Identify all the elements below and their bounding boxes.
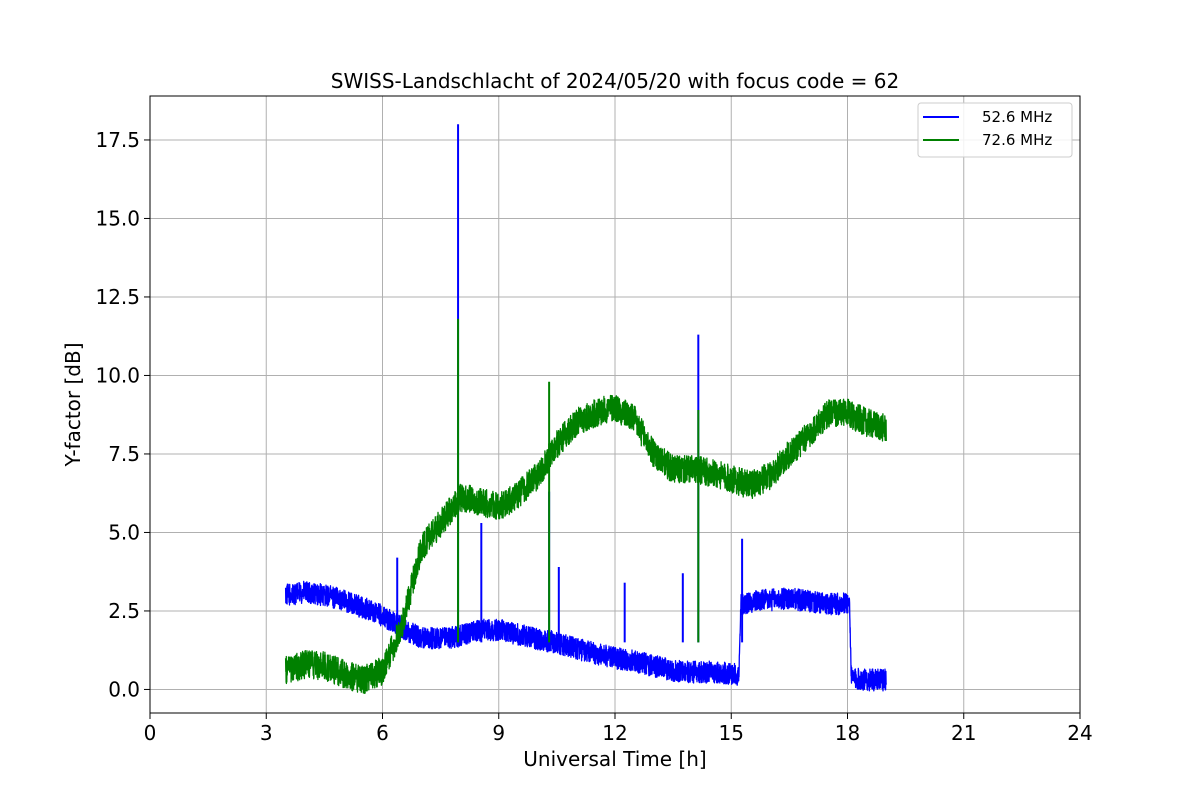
y-tick-label: 2.5 [108, 599, 140, 623]
legend-label-72mhz: 72.6 MHz [982, 131, 1052, 149]
y-tick-label: 0.0 [108, 677, 140, 701]
y-tick-label: 5.0 [108, 520, 140, 544]
series-1 [284, 318, 887, 695]
y-tick-label: 12.5 [95, 285, 140, 309]
legend-label-52mhz: 52.6 MHz [982, 108, 1052, 126]
x-tick-label: 0 [144, 721, 157, 745]
x-tick-label: 3 [260, 721, 273, 745]
series-line-1 [284, 394, 887, 695]
x-tick-label: 12 [602, 721, 627, 745]
x-tick-label: 9 [492, 721, 505, 745]
axis-ticks: 0 3 6 9 12 15 18 21 24 0.0 2.5 5.0 7.5 10.0 12.5 15.0 17… [95, 128, 1092, 745]
legend: 52.6 MHz 72.6 MHz [917, 102, 1073, 158]
x-tick-label: 15 [719, 721, 744, 745]
series-line-0 [284, 580, 887, 692]
x-tick-label: 24 [1067, 721, 1092, 745]
y-tick-label: 7.5 [108, 442, 140, 466]
y-tick-label: 15.0 [95, 206, 140, 230]
y-tick-label: 10.0 [95, 363, 140, 387]
x-tick-label: 21 [951, 721, 976, 745]
y-axis-label: Y-factor [dB] [61, 342, 85, 467]
x-tick-label: 18 [835, 721, 860, 745]
x-axis-label: Universal Time [h] [523, 747, 706, 771]
x-tick-label: 6 [376, 721, 389, 745]
series-layer [284, 124, 887, 695]
grid [150, 96, 1080, 713]
y-tick-label: 17.5 [95, 128, 140, 152]
chart-title: SWISS-Landschlacht of 2024/05/20 with fo… [331, 69, 899, 93]
